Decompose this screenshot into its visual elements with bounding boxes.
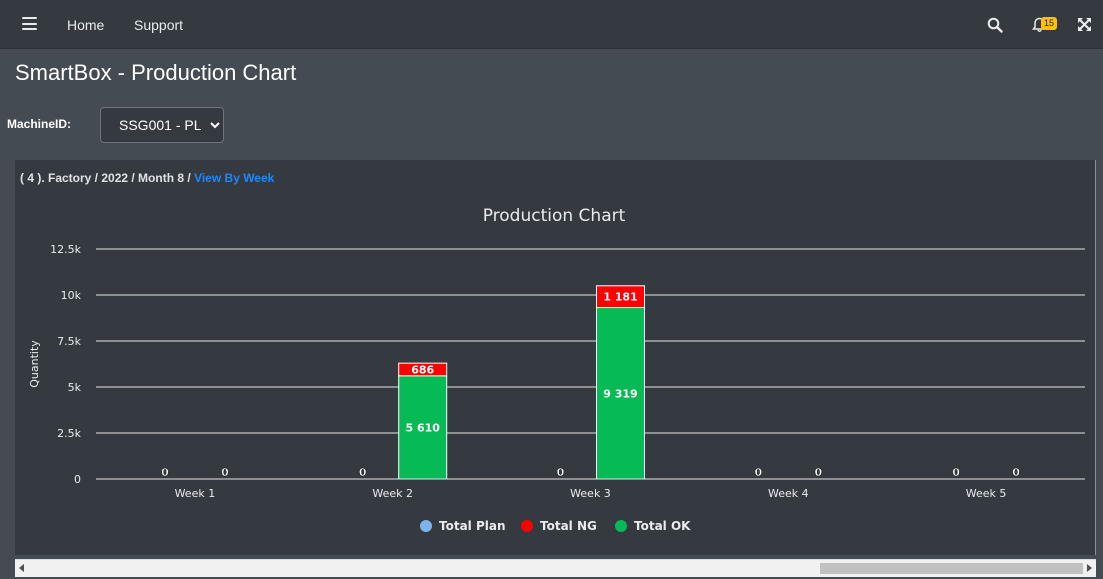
- x-tick-label: Week 4: [768, 487, 809, 500]
- y-tick-label: 10k: [61, 289, 82, 302]
- machine-id-label: MachineID:: [7, 117, 72, 131]
- chart-title: Production Chart: [483, 206, 626, 226]
- bar-total-ng: [596, 285, 645, 309]
- search-icon[interactable]: [987, 17, 1003, 33]
- scroll-left-arrow-icon[interactable]: [19, 564, 24, 572]
- x-tick-label: Week 2: [372, 487, 413, 500]
- data-label-total-plan: 0: [754, 466, 762, 479]
- legend-item: Total Plan: [439, 519, 506, 533]
- production-chart: Production Chart Quantity 0 2.5k 5k 7.5k 10k 12…: [28, 206, 1085, 533]
- notification-badge: 15: [1041, 17, 1058, 30]
- data-label-total-plan: 0: [161, 466, 169, 479]
- breadcrumb: ( 4 ). Factory / 2022 / Month 8 / View B…: [20, 171, 274, 185]
- horizontal-scrollbar[interactable]: [15, 559, 1096, 577]
- bar-total-ng: [398, 362, 448, 377]
- y-tick-label: 5k: [68, 381, 82, 394]
- data-label-total-ok: 9 319: [603, 387, 637, 400]
- x-tick-label: Week 1: [175, 487, 216, 500]
- x-tick-label: Week 3: [570, 487, 611, 500]
- y-tick-label: 12.5k: [50, 243, 81, 256]
- legend-marker: [521, 520, 533, 532]
- y-axis-label: Quantity: [28, 340, 41, 388]
- breadcrumb-path: ( 4 ). Factory / 2022 / Month 8 /: [20, 171, 191, 185]
- data-label-total-plan: 0: [952, 466, 960, 479]
- data-label-total-ok: 0: [814, 466, 822, 479]
- y-tick-label: 7.5k: [57, 335, 81, 348]
- bar-total-ok: [398, 375, 448, 480]
- page-title: SmartBox - Production Chart: [15, 60, 297, 85]
- y-tick-label: 2.5k: [57, 427, 81, 440]
- fullscreen-icon[interactable]: [1077, 17, 1092, 32]
- data-label-total-plan: 0: [557, 466, 565, 479]
- legend-marker: [615, 520, 627, 532]
- chart-card: [15, 160, 1096, 555]
- legend-item: Total NG: [540, 519, 597, 533]
- data-label-total-ok: 0: [221, 466, 229, 479]
- machine-id-select[interactable]: SSG001 - PL: [100, 107, 224, 143]
- nav-home-link[interactable]: Home: [67, 17, 105, 33]
- menu-toggle-icon[interactable]: [22, 17, 37, 30]
- top-navbar: Home Support 15: [0, 0, 1103, 49]
- data-label-total-ok: 5 610: [405, 421, 440, 434]
- legend-item: Total OK: [634, 519, 691, 533]
- nav-support-link[interactable]: Support: [134, 17, 184, 33]
- view-by-week-link[interactable]: View By Week: [194, 171, 275, 185]
- bar-total-ok: [596, 307, 645, 480]
- data-label-total-ng: 1 181: [603, 291, 637, 304]
- y-tick-label: 0: [74, 473, 81, 486]
- data-label-total-ng: 686: [411, 363, 434, 376]
- card-divider: [1095, 160, 1096, 555]
- x-tick-label: Week 5: [966, 487, 1007, 500]
- data-label-total-plan: 0: [359, 466, 367, 479]
- data-label-total-ok: 0: [1012, 466, 1020, 479]
- legend-marker: [420, 520, 432, 532]
- scroll-thumb[interactable]: [820, 563, 1083, 574]
- scroll-right-arrow-icon[interactable]: [1087, 564, 1092, 572]
